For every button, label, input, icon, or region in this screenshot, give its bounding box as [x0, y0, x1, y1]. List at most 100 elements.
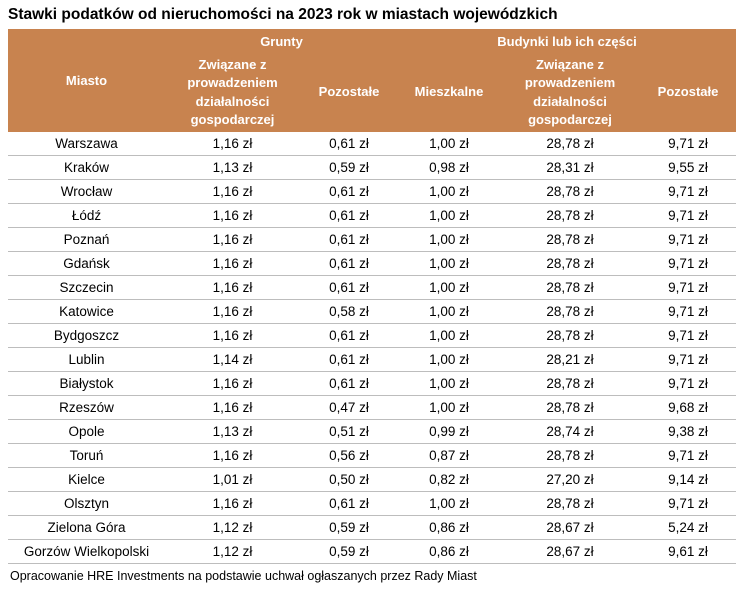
value-cell: 1,13 zł — [165, 419, 300, 444]
value-cell: 1,16 zł — [165, 179, 300, 204]
value-cell: 1,16 zł — [165, 491, 300, 516]
value-cell: 1,00 zł — [398, 275, 500, 300]
table-row: Olsztyn 1,16 zł 0,61 zł 1,00 zł 28,78 zł 9,71… — [8, 491, 737, 516]
city-cell: Białystok — [8, 371, 165, 396]
value-cell: 9,71 zł — [640, 179, 737, 204]
table-row: Toruń 1,16 zł 0,56 zł 0,87 zł 28,78 zł 9,71 z… — [8, 443, 737, 468]
value-cell: 1,16 zł — [165, 131, 300, 156]
city-cell: Rzeszów — [8, 395, 165, 420]
value-cell: 1,16 zł — [165, 275, 300, 300]
table-header: Miasto Grunty Budynki lub ich części Zwi… — [8, 29, 737, 132]
city-cell: Wrocław — [8, 179, 165, 204]
table-row: Poznań 1,16 zł 0,61 zł 1,00 zł 28,78 zł 9,71 … — [8, 227, 737, 252]
table-row: Opole 1,13 zł 0,51 zł 0,99 zł 28,74 zł 9,38 z… — [8, 419, 737, 444]
value-cell: 0,59 zł — [300, 539, 398, 564]
value-cell: 9,71 zł — [640, 251, 737, 276]
value-cell: 28,78 zł — [500, 443, 640, 468]
column-header-grunty-pozostale: Pozostałe — [300, 53, 398, 132]
table-row: Rzeszów 1,16 zł 0,47 zł 1,00 zł 28,78 zł 9,68… — [8, 395, 737, 420]
value-cell: 28,78 zł — [500, 227, 640, 252]
value-cell: 9,71 zł — [640, 275, 737, 300]
value-cell: 0,61 zł — [300, 323, 398, 348]
column-header-miasto: Miasto — [8, 29, 165, 132]
city-cell: Poznań — [8, 227, 165, 252]
value-cell: 0,50 zł — [300, 467, 398, 492]
value-cell: 27,20 zł — [500, 467, 640, 492]
column-header-budynki-dzialalnosc: Związane z prowadzeniem działalności gos… — [500, 53, 640, 132]
city-cell: Gorzów Wielkopolski — [8, 539, 165, 564]
value-cell: 1,00 zł — [398, 299, 500, 324]
value-cell: 0,61 zł — [300, 275, 398, 300]
value-cell: 1,16 zł — [165, 299, 300, 324]
value-cell: 5,24 zł — [640, 515, 737, 540]
value-cell: 1,00 zł — [398, 227, 500, 252]
table-row: Gorzów Wielkopolski 1,12 zł 0,59 zł 0,86 zł… — [8, 539, 737, 564]
value-cell: 0,86 zł — [398, 515, 500, 540]
value-cell: 28,74 zł — [500, 419, 640, 444]
city-cell: Kraków — [8, 155, 165, 180]
value-cell: 9,71 zł — [640, 371, 737, 396]
value-cell: 28,78 zł — [500, 131, 640, 156]
city-cell: Gdańsk — [8, 251, 165, 276]
value-cell: 1,16 zł — [165, 443, 300, 468]
value-cell: 0,86 zł — [398, 539, 500, 564]
value-cell: 9,71 zł — [640, 347, 737, 372]
value-cell: 0,61 zł — [300, 347, 398, 372]
city-cell: Opole — [8, 419, 165, 444]
value-cell: 1,12 zł — [165, 515, 300, 540]
value-cell: 28,78 zł — [500, 371, 640, 396]
table-row: Łódź 1,16 zł 0,61 zł 1,00 zł 28,78 zł 9,71 zł — [8, 203, 737, 228]
value-cell: 0,47 zł — [300, 395, 398, 420]
value-cell: 9,38 zł — [640, 419, 737, 444]
value-cell: 28,78 zł — [500, 251, 640, 276]
value-cell: 28,78 zł — [500, 323, 640, 348]
value-cell: 1,00 zł — [398, 179, 500, 204]
value-cell: 28,78 zł — [500, 179, 640, 204]
value-cell: 1,01 zł — [165, 467, 300, 492]
value-cell: 9,68 zł — [640, 395, 737, 420]
table-row: Wrocław 1,16 zł 0,61 zł 1,00 zł 28,78 zł 9,71… — [8, 179, 737, 204]
page-title: Stawki podatków od nieruchomości na 2023… — [8, 6, 558, 23]
value-cell: 0,99 zł — [398, 419, 500, 444]
value-cell: 28,21 zł — [500, 347, 640, 372]
table-row: Szczecin 1,16 zł 0,61 zł 1,00 zł 28,78 zł 9,7… — [8, 275, 737, 300]
value-cell: 28,78 zł — [500, 299, 640, 324]
value-cell: 9,71 zł — [640, 131, 737, 156]
group-header-budynki: Budynki lub ich części — [398, 29, 737, 54]
value-cell: 28,78 zł — [500, 275, 640, 300]
tax-rates-table: Miasto Grunty Budynki lub ich części Zwi… — [8, 29, 737, 564]
value-cell: 1,00 zł — [398, 395, 500, 420]
city-cell: Lublin — [8, 347, 165, 372]
value-cell: 9,71 zł — [640, 227, 737, 252]
value-cell: 0,58 zł — [300, 299, 398, 324]
source-note: Opracowanie HRE Investments na podstawie… — [10, 568, 477, 583]
value-cell: 9,55 zł — [640, 155, 737, 180]
value-cell: 1,13 zł — [165, 155, 300, 180]
value-cell: 0,61 zł — [300, 491, 398, 516]
value-cell: 0,61 zł — [300, 179, 398, 204]
value-cell: 0,61 zł — [300, 371, 398, 396]
value-cell: 0,61 zł — [300, 227, 398, 252]
value-cell: 1,16 zł — [165, 203, 300, 228]
table-row: Kraków 1,13 zł 0,59 zł 0,98 zł 28,31 zł 9,55 … — [8, 155, 737, 180]
value-cell: 1,16 zł — [165, 227, 300, 252]
value-cell: 1,16 zł — [165, 323, 300, 348]
city-cell: Kielce — [8, 467, 165, 492]
sub-header-row: Związane z prowadzeniem działalności gos… — [8, 53, 737, 132]
value-cell: 28,78 zł — [500, 491, 640, 516]
value-cell: 0,98 zł — [398, 155, 500, 180]
column-header-budynki-pozostale: Pozostałe — [640, 53, 737, 132]
value-cell: 0,59 zł — [300, 155, 398, 180]
column-header-grunty-dzialalnosc: Związane z prowadzeniem działalności gos… — [165, 53, 300, 132]
value-cell: 9,71 zł — [640, 443, 737, 468]
value-cell: 0,61 zł — [300, 203, 398, 228]
table-row: Gdańsk 1,16 zł 0,61 zł 1,00 zł 28,78 zł 9,71 … — [8, 251, 737, 276]
value-cell: 9,71 zł — [640, 203, 737, 228]
value-cell: 1,00 zł — [398, 371, 500, 396]
value-cell: 0,59 zł — [300, 515, 398, 540]
value-cell: 0,87 zł — [398, 443, 500, 468]
city-cell: Toruń — [8, 443, 165, 468]
value-cell: 1,00 zł — [398, 251, 500, 276]
table-row: Białystok 1,16 zł 0,61 zł 1,00 zł 28,78 zł 9,… — [8, 371, 737, 396]
